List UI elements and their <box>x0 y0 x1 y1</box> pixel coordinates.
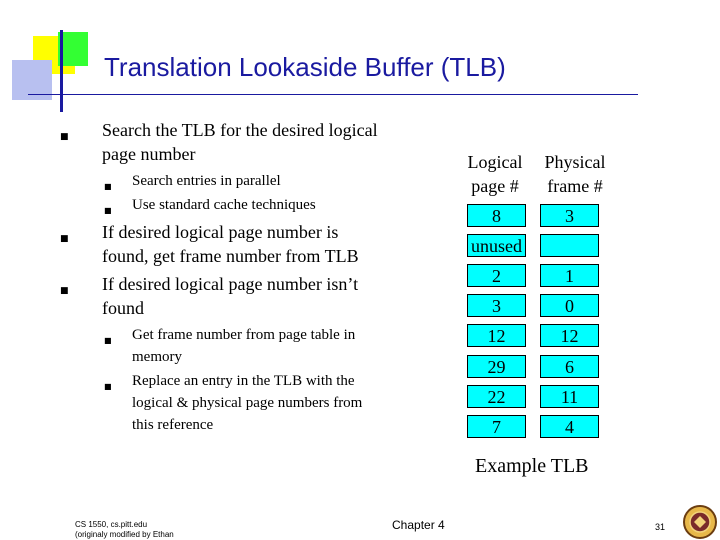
sub-bullet-text: Get frame number from page table in memo… <box>132 327 356 365</box>
sub-bullet-text: Use standard cache techniques <box>132 197 316 213</box>
tlb-physical-cell: 4 <box>540 415 599 438</box>
square-bullet-icon: ■ <box>104 336 112 345</box>
tlb-physical-cell: 1 <box>540 264 599 287</box>
bullet-item: ■ If desired logical page number isn’t f… <box>60 272 380 320</box>
tlb-logical-cell: 3 <box>467 294 526 317</box>
sub-bullet-item: ■ Use standard cache techniques <box>60 194 380 216</box>
slide-title: Translation Lookaside Buffer (TLB) <box>104 52 506 82</box>
university-seal-icon <box>683 505 717 539</box>
bullet-item: ■ If desired logical page number is foun… <box>60 220 380 268</box>
square-bullet-icon: ■ <box>60 132 69 142</box>
sub-bullet-text: Search entries in parallel <box>132 173 281 189</box>
square-bullet-icon: ■ <box>104 182 112 191</box>
tlb-physical-cell: 0 <box>540 294 599 317</box>
tlb-logical-cell: 29 <box>467 355 526 378</box>
decor-green-square <box>58 32 88 66</box>
sub-bullet-item: ■ Search entries in parallel <box>60 170 380 192</box>
bullet-text: Search the TLB for the desired logical p… <box>102 120 378 164</box>
tlb-physical-cell: 6 <box>540 355 599 378</box>
tlb-logical-cell: 8 <box>467 204 526 227</box>
tlb-header-logical: Logical page # <box>467 152 523 196</box>
square-bullet-icon: ■ <box>104 382 112 391</box>
sub-bullet-text: Replace an entry in the TLB with the log… <box>132 373 363 433</box>
square-bullet-icon: ■ <box>60 234 69 244</box>
footer-credit: CS 1550, cs.pitt.edu (originaly modified… <box>75 520 174 540</box>
footer-course: CS 1550, cs.pitt.edu <box>75 520 148 529</box>
tlb-logical-cell: 12 <box>467 324 526 347</box>
tlb-physical-cell: 11 <box>540 385 599 408</box>
tlb-header-physical: Physical frame # <box>544 152 606 196</box>
tlb-logical-cell: unused <box>467 234 526 257</box>
tlb-logical-cell: 7 <box>467 415 526 438</box>
square-bullet-icon: ■ <box>104 206 112 215</box>
tlb-logical-cell: 2 <box>467 264 526 287</box>
page-number: 31 <box>655 522 666 532</box>
decor-blue-square <box>12 60 52 100</box>
tlb-logical-cell: 22 <box>467 385 526 408</box>
tlb-physical-cell <box>540 234 599 257</box>
footer-original-credit: (originaly modified by Ethan <box>75 530 174 539</box>
sub-bullet-item: ■ Replace an entry in the TLB with the l… <box>60 370 380 436</box>
tlb-caption: Example TLB <box>475 455 589 477</box>
decor-vertical-bar <box>60 30 63 112</box>
footer-chapter: Chapter 4 <box>392 518 445 532</box>
bullet-text: If desired logical page number isn’t fou… <box>102 274 359 318</box>
square-bullet-icon: ■ <box>60 286 69 296</box>
sub-bullet-item: ■ Get frame number from page table in me… <box>60 324 380 368</box>
bullet-text: If desired logical page number is found,… <box>102 222 359 266</box>
tlb-physical-cell: 3 <box>540 204 599 227</box>
title-underline <box>28 94 638 95</box>
bullet-item: ■ Search the TLB for the desired logical… <box>60 118 380 166</box>
tlb-physical-cell: 12 <box>540 324 599 347</box>
bullet-list: ■ Search the TLB for the desired logical… <box>60 118 380 438</box>
